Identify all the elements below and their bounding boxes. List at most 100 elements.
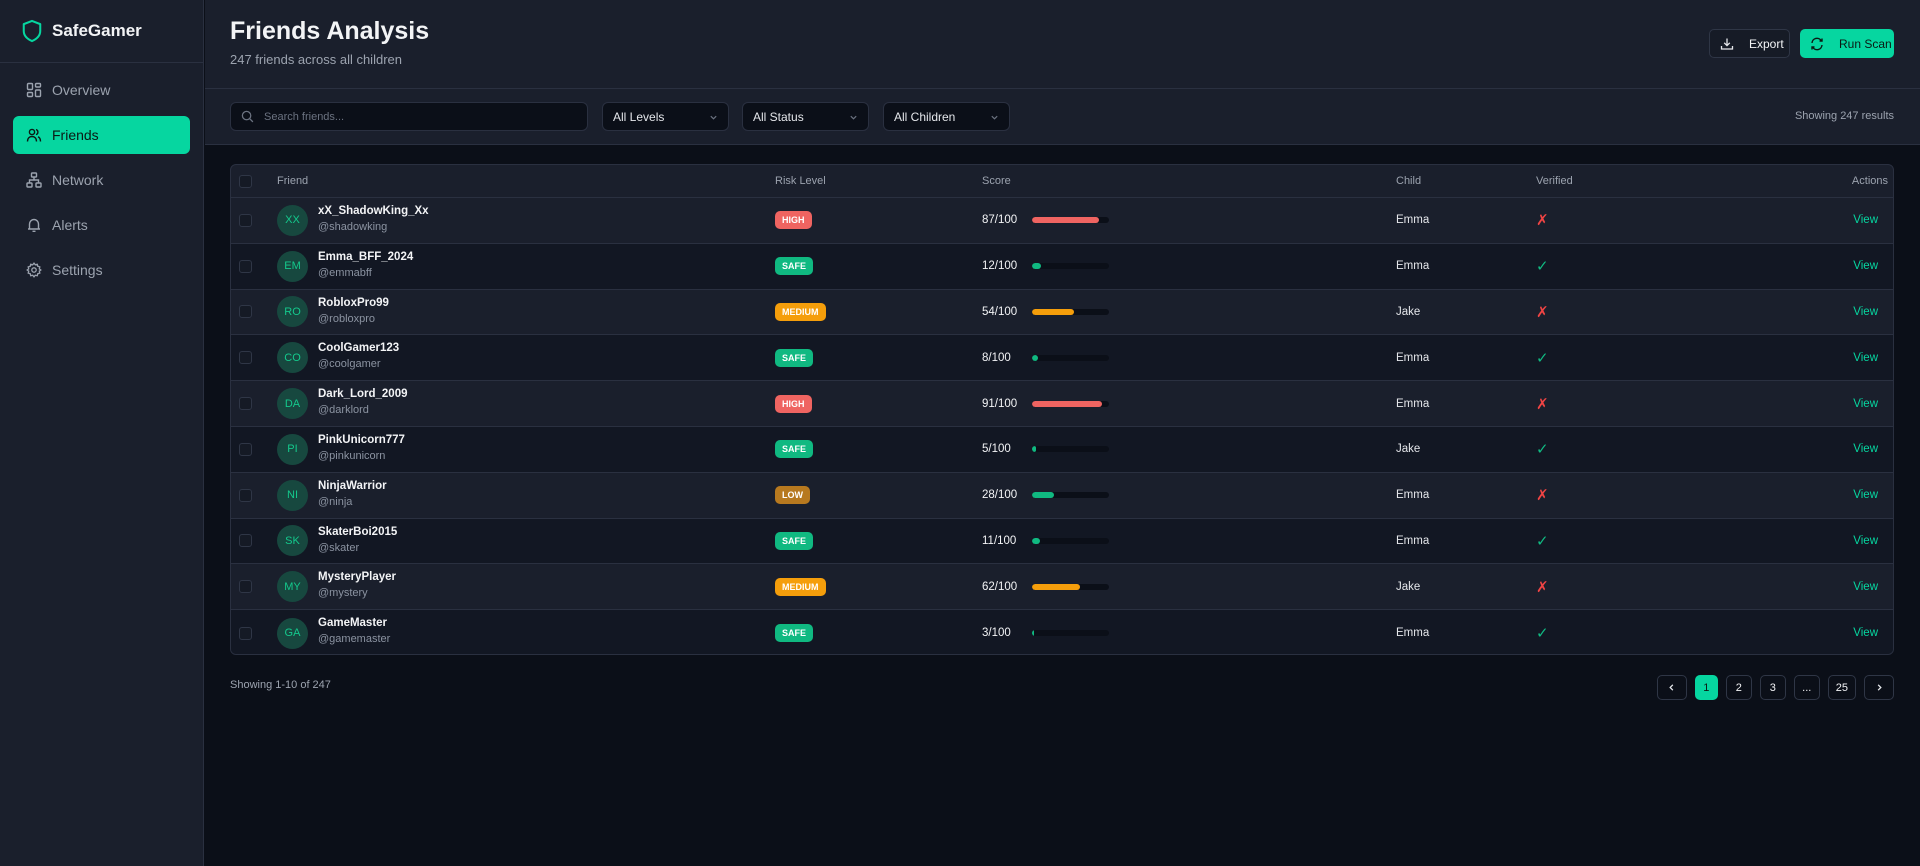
risk-badge: LOW — [775, 486, 810, 505]
friend-handle: @skater — [318, 541, 360, 554]
risk-badge: SAFE — [775, 257, 814, 276]
table-row: MY MysteryPlayer @mystery MEDIUM 62/100 Jake ✗… — [231, 564, 1893, 611]
score-value: 62/100 — [982, 580, 1018, 593]
view-link[interactable]: View — [1853, 580, 1878, 593]
avatar: DA — [277, 388, 308, 420]
chevron-down-icon — [850, 115, 857, 120]
row-checkbox[interactable] — [239, 213, 252, 227]
row-checkbox[interactable] — [239, 626, 252, 640]
child-name: Emma — [1396, 397, 1430, 410]
users-icon — [26, 128, 42, 142]
table-header: Friend Risk Level Score Child Verified A… — [231, 165, 1893, 198]
sidebar-item-label: Friends — [52, 127, 99, 143]
risk-badge: SAFE — [775, 531, 814, 550]
column-header-friend[interactable]: Friend — [277, 175, 309, 187]
row-checkbox[interactable] — [239, 534, 252, 548]
friends-table: Friend Risk Level Score Child Verified A… — [230, 164, 1894, 655]
risk-badge: SAFE — [775, 348, 814, 367]
risk-badge: HIGH — [775, 394, 812, 413]
friend-name: SkaterBoi2015 — [318, 525, 398, 538]
row-checkbox[interactable] — [239, 580, 252, 594]
prev-page-button[interactable] — [1656, 675, 1687, 700]
next-page-button[interactable] — [1864, 675, 1894, 700]
friend-handle: @robloxpro — [318, 312, 376, 325]
run-scan-button[interactable]: Run Scan — [1800, 29, 1894, 58]
select-all-checkbox[interactable] — [239, 174, 252, 188]
view-link[interactable]: View — [1853, 351, 1878, 364]
children-filter-select[interactable]: All Children — [883, 102, 1010, 131]
page-title: Friends Analysis — [230, 17, 430, 45]
view-link[interactable]: View — [1853, 260, 1878, 273]
view-link[interactable]: View — [1853, 627, 1878, 640]
status-filter-value: All Status — [753, 109, 804, 124]
friend-name: PinkUnicorn777 — [318, 433, 405, 446]
avatar: PI — [277, 433, 308, 465]
x-icon: ✗ — [1536, 487, 1549, 505]
sidebar-item-settings[interactable]: Settings — [13, 251, 190, 289]
table-row: NI NinjaWarrior @ninja LOW 28/100 Emma ✗ View — [231, 473, 1893, 519]
view-link[interactable]: View — [1853, 534, 1878, 547]
children-filter-value: All Children — [894, 109, 956, 124]
chevron-down-icon — [991, 115, 998, 120]
friend-handle: @mystery — [318, 587, 368, 600]
score-value: 8/100 — [982, 351, 1011, 364]
table-row: CO CoolGamer123 @coolgamer SAFE 8/100 Emma ✓ Vi… — [231, 335, 1893, 382]
page-ellipsis: ... — [1793, 675, 1820, 700]
score-bar — [1032, 354, 1109, 361]
view-link[interactable]: View — [1853, 489, 1878, 502]
friend-handle: @shadowking — [318, 221, 388, 233]
status-filter-select[interactable]: All Status — [742, 102, 869, 131]
x-icon: ✗ — [1536, 578, 1549, 596]
child-name: Jake — [1396, 443, 1421, 456]
check-icon: ✓ — [1536, 532, 1549, 550]
row-checkbox[interactable] — [239, 259, 252, 273]
view-link[interactable]: View — [1853, 397, 1878, 410]
sidebar-item-alerts[interactable]: Alerts — [13, 206, 190, 244]
risk-badge: SAFE — [775, 440, 814, 459]
sidebar-item-network[interactable]: Network — [13, 161, 190, 199]
friend-handle: @emmabff — [318, 266, 372, 279]
view-link[interactable]: View — [1853, 214, 1878, 227]
view-link[interactable]: View — [1853, 305, 1878, 318]
table-row: PI PinkUnicorn777 @pinkunicorn SAFE 5/100 Jak… — [231, 426, 1893, 473]
column-header-risk[interactable]: Risk Level — [775, 175, 826, 187]
sidebar-nav: Overview Friends Network Alerts Settings — [0, 63, 203, 304]
page-button-2[interactable]: 2 — [1725, 675, 1752, 700]
search-input[interactable] — [264, 110, 564, 123]
sidebar-item-friends[interactable]: Friends — [13, 116, 190, 154]
chevron-left-icon — [1669, 684, 1674, 691]
row-checkbox[interactable] — [239, 397, 252, 411]
child-name: Emma — [1396, 627, 1430, 640]
app-name: SafeGamer — [52, 21, 142, 40]
level-filter-select[interactable]: All Levels — [602, 102, 729, 131]
row-checkbox[interactable] — [239, 442, 252, 456]
search-box[interactable] — [230, 102, 588, 131]
shield-icon — [22, 19, 42, 43]
friend-name: CoolGamer123 — [318, 342, 400, 355]
column-header-actions: Actions — [1851, 175, 1888, 187]
row-checkbox[interactable] — [239, 305, 252, 319]
friend-name: MysteryPlayer — [318, 571, 396, 584]
view-link[interactable]: View — [1853, 443, 1878, 456]
table-row: DA Dark_Lord_2009 @darklord HIGH 91/100 Emma ✗… — [231, 381, 1893, 427]
avatar: EM — [277, 250, 308, 282]
page-header: Friends Analysis 247 friends across all … — [205, 0, 1920, 89]
column-header-score[interactable]: Score — [982, 175, 1011, 187]
avatar: XX — [277, 204, 308, 236]
friend-handle: @pinkunicorn — [318, 449, 386, 462]
page-button-1[interactable]: 1 — [1694, 675, 1718, 700]
page-button-3[interactable]: 3 — [1759, 675, 1786, 700]
score-value: 87/100 — [982, 214, 1018, 227]
column-header-verified[interactable]: Verified — [1536, 175, 1573, 187]
sidebar-item-overview[interactable]: Overview — [13, 71, 190, 109]
table-row: SK SkaterBoi2015 @skater SAFE 11/100 Emma ✓ Vie… — [231, 518, 1893, 565]
row-checkbox[interactable] — [239, 488, 252, 502]
grid-icon — [26, 82, 42, 98]
row-checkbox[interactable] — [239, 351, 252, 365]
friend-handle: @coolgamer — [318, 358, 381, 371]
main-content: Friends Analysis 247 friends across all … — [205, 0, 1920, 866]
column-header-child[interactable]: Child — [1396, 175, 1422, 187]
export-button[interactable]: Export — [1709, 29, 1790, 58]
avatar: NI — [277, 479, 308, 511]
page-button-25[interactable]: 25 — [1827, 675, 1856, 700]
